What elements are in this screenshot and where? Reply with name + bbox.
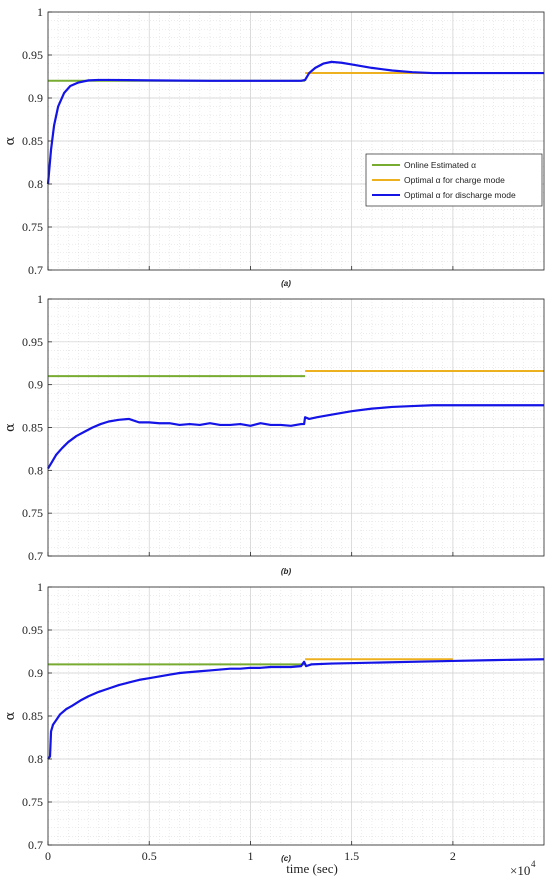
y-tick-label: 0.9: [28, 378, 43, 392]
y-tick-label: 0.8: [28, 752, 43, 766]
y-tick-label: 0.9: [28, 91, 43, 105]
y-tick-label: 0.7: [28, 549, 43, 563]
panel-label: (b): [281, 567, 292, 576]
y-tick-label: 0.7: [28, 838, 43, 852]
legend-entry: Optimal α for charge mode: [404, 175, 505, 185]
chart-panel-3: 0.7 0.75 0.8 0.85 0.9 0.95 1 0 0.5 1 1.5 2 α (c)time …: [3, 580, 545, 878]
y-tick-label: 0.85: [22, 709, 43, 723]
y-tick-label: 0.75: [22, 220, 43, 234]
y-tick-label: 0.8: [28, 177, 43, 191]
y-tick-label: 1: [37, 5, 43, 19]
y-tick-label: 0.95: [22, 623, 43, 637]
y-tick-label: 0.75: [22, 506, 43, 520]
y-tick-label: 0.85: [22, 134, 43, 148]
legend-entry: Online Estimated α: [404, 160, 476, 170]
x-tick-label: 0: [45, 849, 51, 863]
panel-label: (a): [281, 279, 291, 288]
y-tick-label: 1: [37, 580, 43, 594]
chart-panel-2: 0.7 0.75 0.8 0.85 0.9 0.95 1 α (b): [3, 292, 545, 576]
x-axis-exponent: ×10: [510, 863, 530, 878]
y-tick-label: 0.85: [22, 421, 43, 435]
x-tick-label: 1.5: [344, 849, 359, 863]
x-tick-label: 0.5: [142, 849, 157, 863]
y-tick-label: 0.75: [22, 795, 43, 809]
panel-label: (c): [281, 854, 291, 863]
x-tick-label: 2: [450, 849, 456, 863]
series-line-optimal-for-discharge-mode: [47, 404, 544, 470]
series-line-optimal-for-discharge-mode: [46, 60, 544, 185]
x-axis-label: time (sec): [286, 861, 338, 876]
legend: Online Estimated α Optimal α for charge m…: [365, 153, 543, 207]
chart-panel-1: 0.7 0.75 0.8 0.85 0.9 0.95 1 α (a) Online Estimat…: [3, 5, 545, 288]
y-tick-label: 0.9: [28, 666, 43, 680]
y-tick-label: 0.7: [28, 263, 43, 277]
legend-entry: Optimal α for discharge mode: [404, 190, 516, 200]
y-axis-label: α: [3, 423, 18, 432]
series-line-optimal-for-discharge-mode: [47, 658, 545, 760]
x-tick-label: 1: [247, 849, 253, 863]
y-tick-label: 0.95: [22, 48, 43, 62]
x-axis-exponent-power: 4: [531, 859, 536, 869]
y-axis-label: α: [3, 136, 18, 145]
y-axis-label: α: [3, 711, 18, 720]
y-tick-label: 1: [37, 292, 43, 306]
y-tick-label: 0.95: [22, 335, 43, 349]
y-tick-label: 0.8: [28, 463, 43, 477]
